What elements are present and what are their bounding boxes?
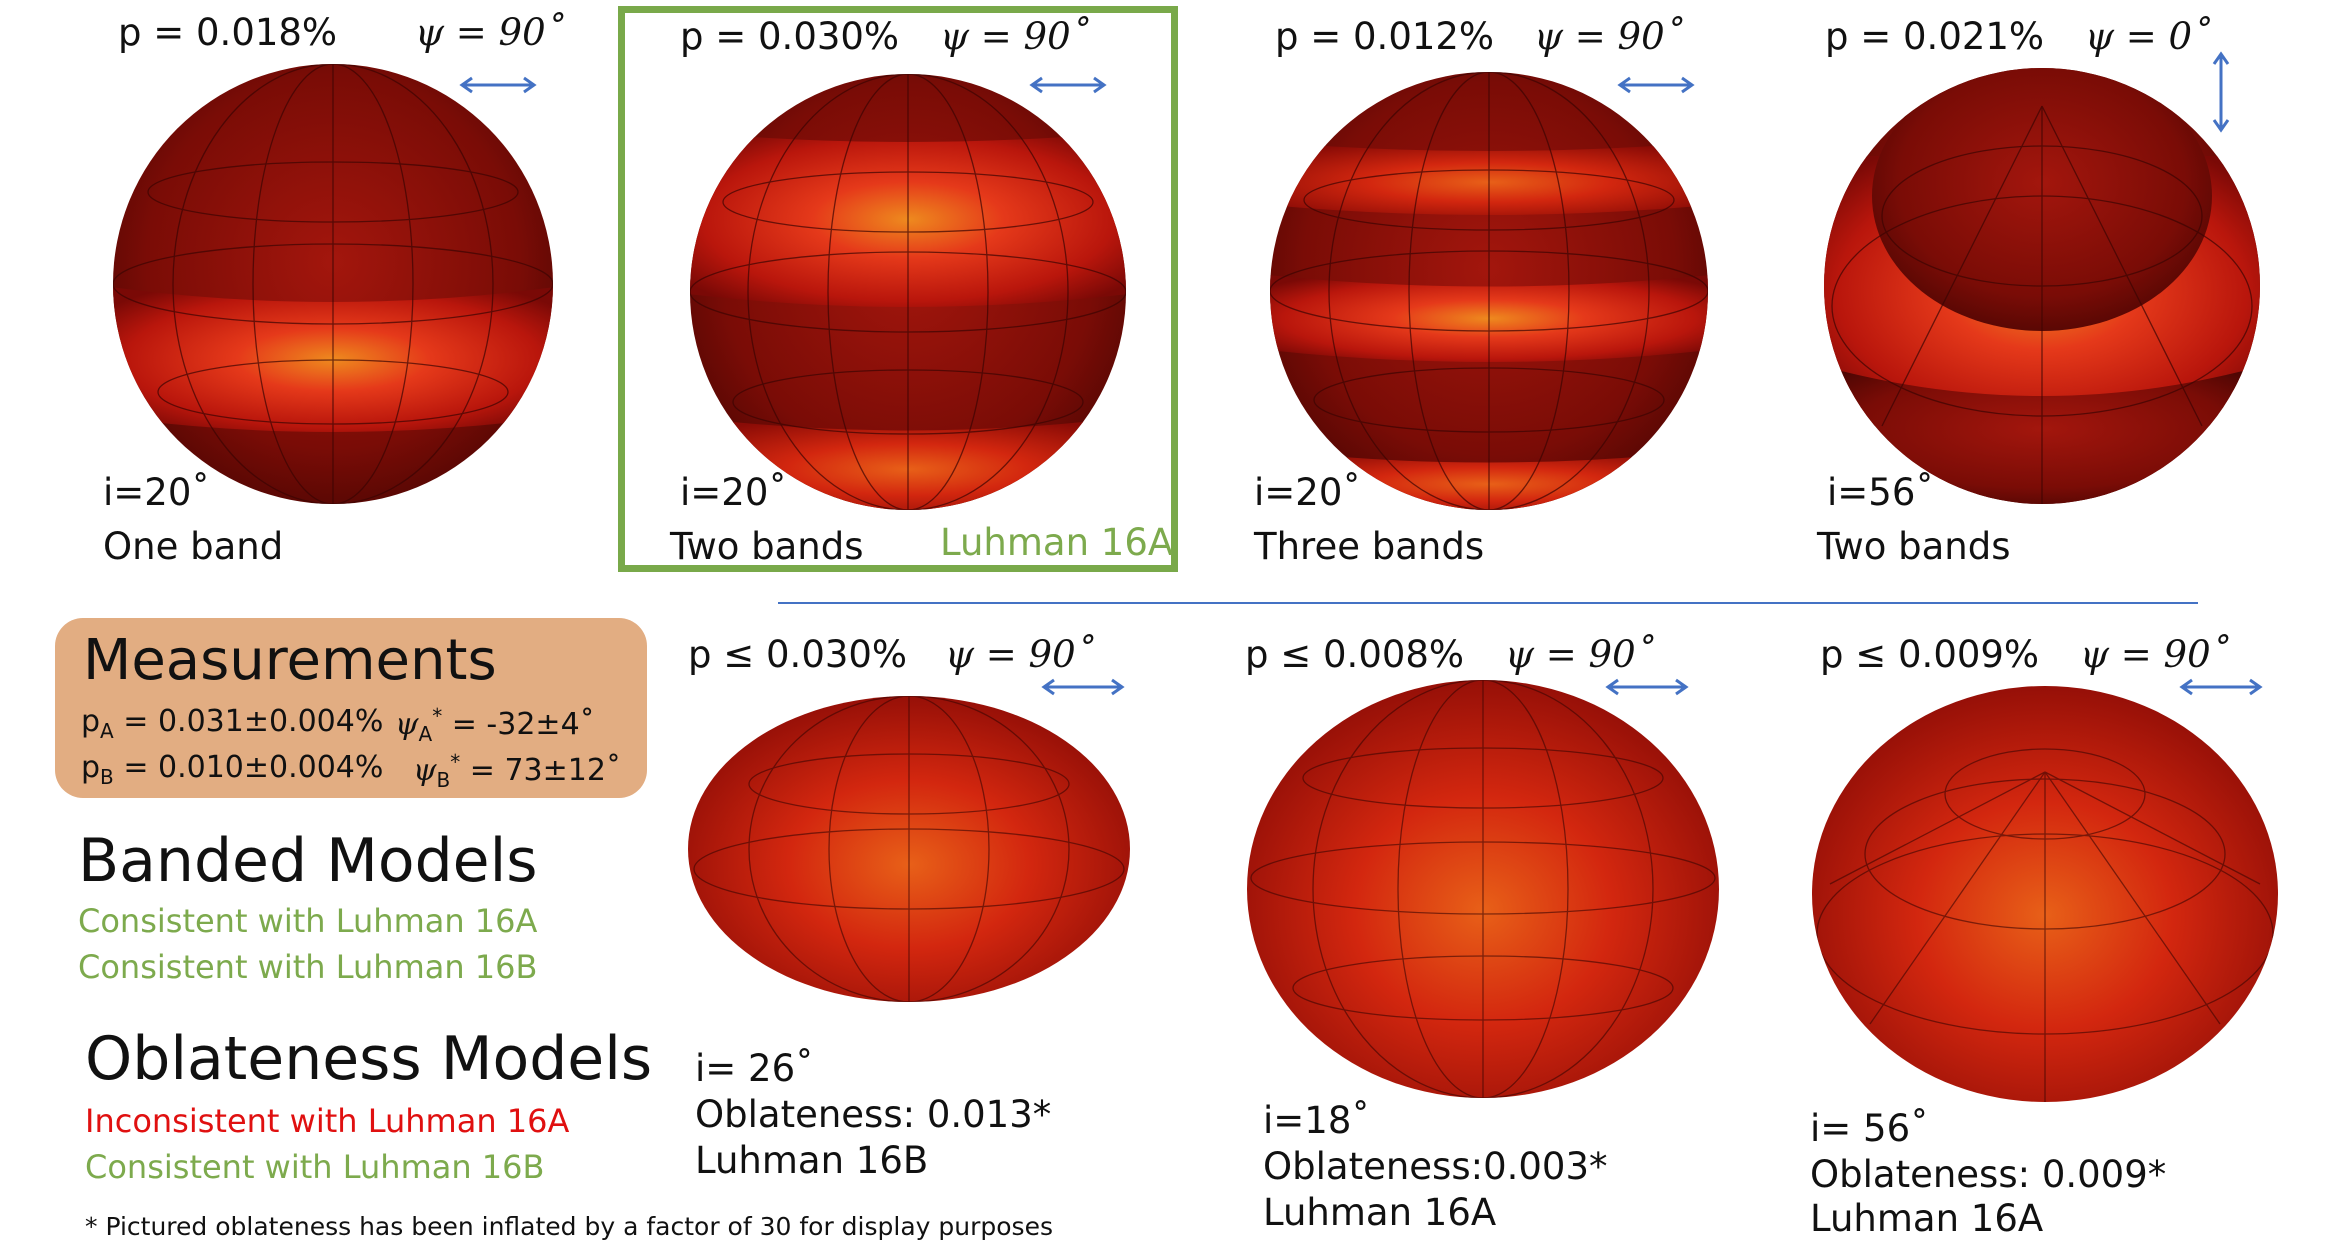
horizontal-arrow-icon: [1617, 76, 1695, 94]
section-divider: [778, 602, 2198, 604]
p-value-label: p ≤ 0.009%: [1820, 633, 2040, 676]
p-value-label: p = 0.030%: [680, 15, 900, 58]
psi-value-label: ψ = 90˚: [1505, 633, 1655, 676]
sphere-one-band: [113, 64, 553, 504]
oblate-sphere-16b: [688, 696, 1130, 1002]
target-label: Luhman 16B: [695, 1139, 929, 1182]
vertical-arrow-icon: [2212, 51, 2230, 133]
psi-value-label: ψ = 0˚: [2085, 15, 2211, 58]
oblate-sphere-16a: [1247, 680, 1719, 1098]
inclination-label: i=18˚: [1263, 1099, 1370, 1142]
inclination-label: i=20˚: [1254, 471, 1361, 514]
model-name-label: Three bands: [1254, 525, 1485, 568]
oblateness-label: Oblateness: 0.013*: [695, 1093, 1052, 1136]
p-value-label: p ≤ 0.030%: [688, 633, 908, 676]
inclination-label: i= 26˚: [695, 1047, 814, 1090]
psi-value-label: ψ = 90˚: [2080, 633, 2230, 676]
inclination-label: i= 56˚: [1810, 1107, 1929, 1150]
horizontal-arrow-icon: [2179, 678, 2263, 696]
banded-models-line-1: Consistent with Luhman 16A: [78, 902, 538, 940]
measurement-a: pA = 0.031±0.004%: [81, 704, 384, 743]
psi-value-label: ψ = 90˚: [945, 633, 1095, 676]
horizontal-arrow-icon: [459, 76, 537, 94]
measurement-psi-b: ψB* = 73±12˚: [413, 750, 621, 792]
oblateness-label: Oblateness:0.003*: [1263, 1145, 1608, 1188]
target-label: Luhman 16A: [940, 521, 1174, 564]
sphere-two-bands-tilted: [1824, 68, 2260, 504]
banded-models-title: Banded Models: [78, 826, 538, 896]
highlight-frame: [618, 6, 1178, 572]
footnote: * Pictured oblateness has been inflated …: [85, 1212, 1053, 1241]
target-label: Luhman 16A: [1263, 1191, 1497, 1234]
measurements-title: Measurements: [83, 628, 497, 693]
measurement-psi-a: ψA* = -32±4˚: [395, 704, 595, 746]
psi-value-label: ψ = 90˚: [940, 15, 1090, 58]
model-name-label: Two bands: [1817, 525, 2011, 568]
psi-value-label: ψ = 90˚: [415, 11, 565, 54]
psi-value-label: ψ = 90˚: [1534, 15, 1684, 58]
oblateness-models-line-1: Inconsistent with Luhman 16A: [85, 1102, 570, 1140]
sphere-two-bands: [690, 74, 1126, 510]
inclination-label: i=20˚: [103, 471, 210, 514]
banded-models-line-2: Consistent with Luhman 16B: [78, 948, 538, 986]
p-value-label: p = 0.012%: [1275, 15, 1495, 58]
oblateness-models-line-2: Consistent with Luhman 16B: [85, 1148, 545, 1186]
model-name-label: One band: [103, 525, 284, 568]
oblateness-models-title: Oblateness Models: [85, 1024, 653, 1094]
oblate-sphere-16a-tilted: [1812, 686, 2278, 1102]
horizontal-arrow-icon: [1041, 678, 1125, 696]
horizontal-arrow-icon: [1029, 76, 1107, 94]
sphere-three-bands: [1270, 72, 1708, 510]
horizontal-arrow-icon: [1605, 678, 1689, 696]
p-value-label: p ≤ 0.008%: [1245, 633, 1465, 676]
p-value-label: p = 0.018%: [118, 11, 338, 54]
target-label: Luhman 16A: [1810, 1197, 2044, 1240]
measurement-b: pB = 0.010±0.004%: [81, 750, 384, 789]
inclination-label: i=56˚: [1827, 471, 1934, 514]
model-name-label: Two bands: [670, 525, 864, 568]
inclination-label: i=20˚: [680, 471, 787, 514]
oblateness-label: Oblateness: 0.009*: [1810, 1153, 2167, 1196]
p-value-label: p = 0.021%: [1825, 15, 2045, 58]
measurements-box: Measurements pA = 0.031±0.004% ψA* = -32…: [55, 618, 647, 798]
